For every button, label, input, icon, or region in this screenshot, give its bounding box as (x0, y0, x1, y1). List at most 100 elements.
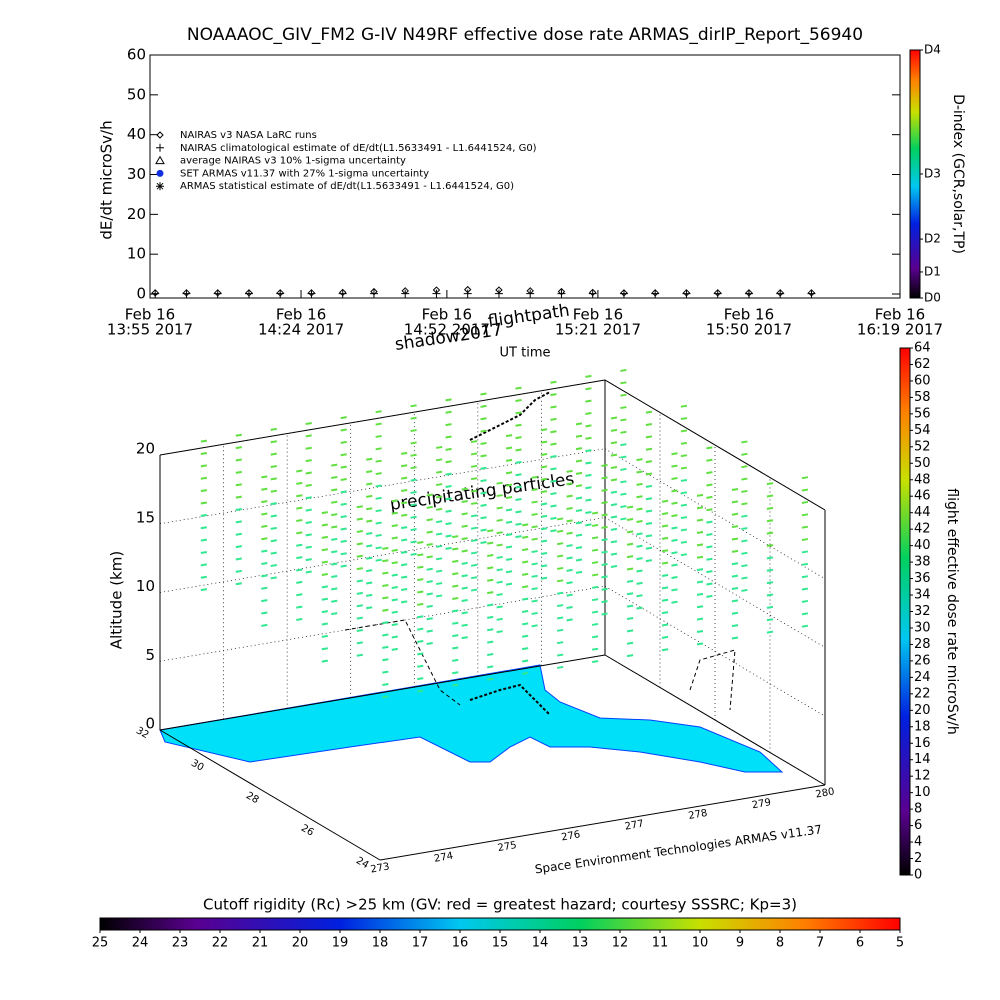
particle-marker (435, 445, 443, 449)
particle-marker (741, 514, 748, 518)
particle-marker (566, 606, 573, 610)
particle-marker (235, 433, 242, 437)
particle-marker (741, 564, 748, 568)
y-tick-label: 28 (244, 790, 261, 806)
particle-marker (696, 555, 704, 559)
particle-marker (235, 470, 242, 474)
particle-marker (696, 493, 704, 497)
particle-marker (445, 485, 452, 489)
particle-marker (706, 545, 713, 549)
particle-marker (626, 555, 634, 559)
particle-marker (270, 427, 277, 431)
particle-marker (470, 452, 478, 456)
colorbar-tick-label: 62 (914, 357, 931, 372)
particle-marker (522, 523, 529, 527)
particle-marker (435, 594, 443, 598)
particle-marker (671, 476, 678, 480)
particle-marker (435, 544, 443, 548)
particle-marker (200, 452, 207, 456)
grid-line (604, 379, 826, 511)
particle-marker (540, 552, 548, 556)
particle-marker (366, 581, 373, 585)
particle-marker (801, 513, 809, 517)
particle-marker (305, 459, 312, 463)
particle-marker (741, 489, 748, 493)
particle-marker (626, 579, 634, 583)
colorbar-tick-label: 54 (914, 423, 931, 438)
marker (151, 289, 159, 297)
x-tick-label: Feb 16 (276, 306, 326, 324)
y-tick-label: 50 (127, 85, 146, 103)
particle-marker (801, 488, 809, 492)
particle-marker (200, 551, 207, 555)
particle-marker (575, 447, 583, 451)
particle-marker (636, 544, 643, 548)
particle-marker (356, 517, 363, 521)
particle-marker (636, 520, 643, 523)
particle-marker (391, 548, 398, 552)
particle-marker (531, 550, 538, 554)
particle-marker (671, 526, 678, 530)
particle-marker (426, 617, 433, 621)
marker (401, 289, 410, 298)
particle-marker (410, 528, 417, 532)
particle-marker (566, 568, 573, 572)
particle-marker (741, 527, 748, 531)
particle-marker (356, 591, 363, 595)
particle-marker (296, 556, 303, 560)
particle-marker (426, 592, 433, 596)
particle-marker (375, 447, 382, 451)
particle-marker (550, 380, 557, 384)
particle-marker (445, 423, 452, 427)
particle-marker (626, 542, 634, 546)
particle-marker (296, 568, 303, 572)
particle-marker (401, 513, 408, 517)
particle-marker (426, 542, 433, 546)
particle-marker (731, 624, 739, 628)
particle-marker (575, 459, 583, 463)
particle-marker (375, 434, 382, 438)
particle-marker (626, 641, 634, 645)
particle-marker (566, 581, 573, 585)
particle-marker (556, 665, 564, 669)
particle-marker (661, 512, 669, 516)
particle-marker (766, 605, 774, 609)
particle-marker (661, 623, 669, 627)
particle-marker (585, 411, 592, 415)
particle-marker (540, 514, 548, 518)
particle-marker (540, 453, 548, 457)
particle-marker (731, 562, 739, 566)
particle-marker (515, 498, 522, 501)
particle-marker (331, 537, 338, 541)
particle-marker (445, 509, 452, 513)
particle-marker (426, 604, 433, 608)
particle-marker (636, 507, 643, 511)
colorbar-tick-label: 5 (896, 936, 904, 951)
marker (495, 286, 503, 294)
particle-marker (305, 533, 312, 537)
marker (526, 289, 535, 298)
particle-marker (426, 641, 433, 645)
particle-marker (645, 546, 653, 550)
marker (432, 289, 441, 298)
particle-marker (645, 497, 653, 501)
particle-marker (321, 523, 328, 527)
particle-marker (401, 526, 408, 530)
particle-marker (410, 453, 417, 457)
particle-marker (235, 545, 242, 549)
particle-marker (706, 582, 713, 586)
particle-marker (671, 538, 678, 542)
particle-marker (626, 518, 634, 522)
particle-marker (340, 440, 347, 444)
particle-marker (356, 616, 363, 620)
particle-marker (661, 536, 669, 540)
particle-marker (435, 569, 443, 573)
particle-marker (585, 436, 592, 440)
particle-marker (626, 629, 634, 633)
particle-marker (496, 580, 503, 584)
particle-marker (601, 563, 608, 567)
y-tick-label: 60 (127, 46, 146, 64)
particle-marker (391, 573, 398, 577)
particle-marker (401, 476, 408, 480)
particle-marker (620, 467, 627, 471)
